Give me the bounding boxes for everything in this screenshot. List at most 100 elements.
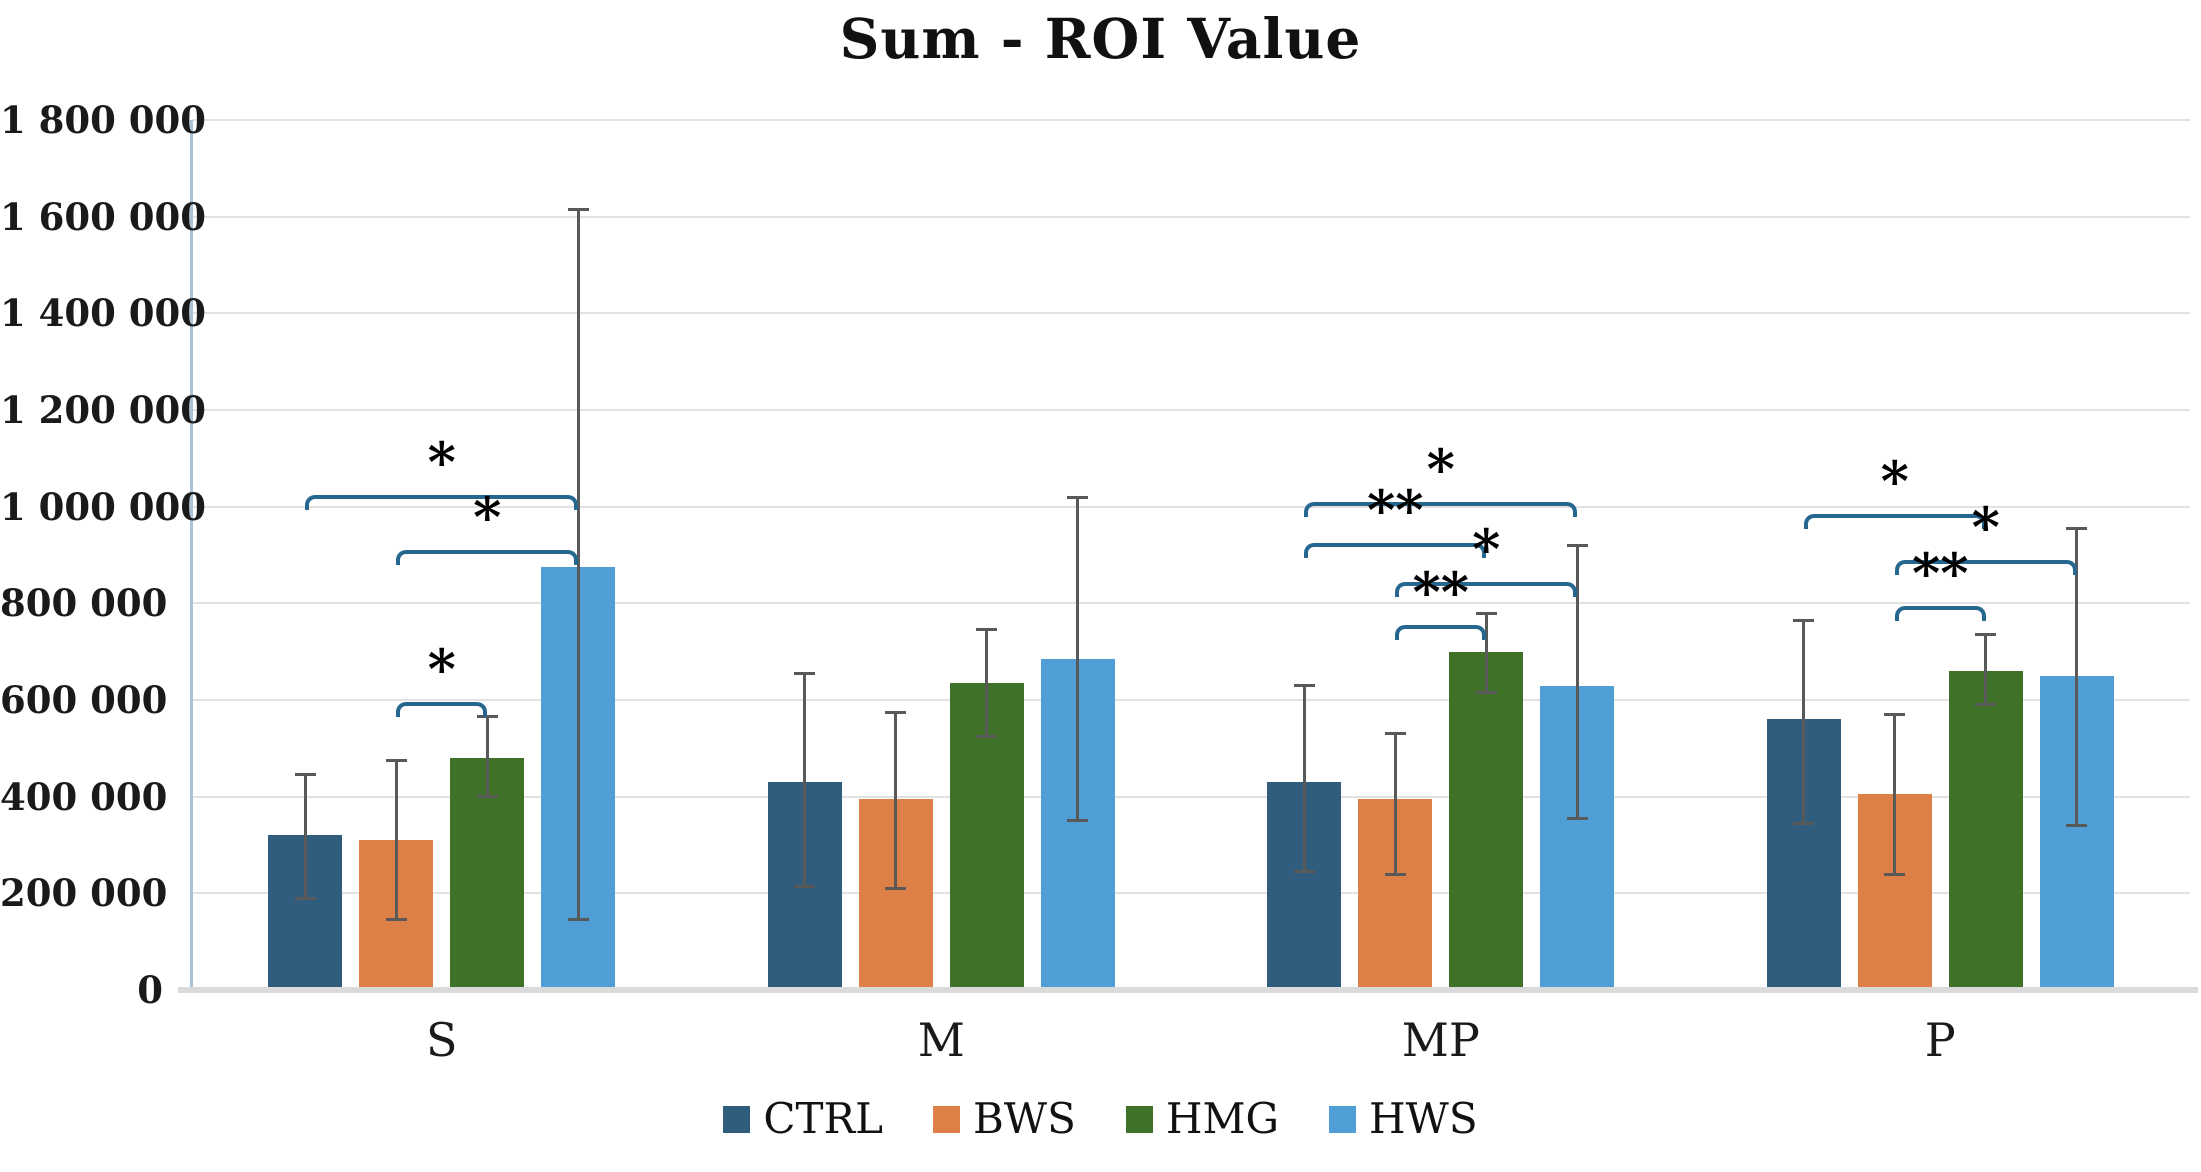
significance-asterisk: ** bbox=[1367, 477, 1424, 542]
significance-asterisk: * bbox=[1426, 436, 1455, 501]
error-bar-cap bbox=[2066, 526, 2088, 530]
y-axis-label: 400 000 bbox=[0, 774, 168, 819]
error-bar-cap bbox=[2066, 824, 2088, 828]
significance-asterisk: * bbox=[427, 637, 456, 702]
y-axis-label: 1 000 000 bbox=[0, 484, 206, 529]
error-bar-cap bbox=[1384, 732, 1406, 736]
error-bar-cap bbox=[1793, 821, 1815, 825]
error-bar-cap bbox=[1293, 870, 1315, 874]
error-bar bbox=[485, 716, 489, 797]
chart-title: Sum - ROI Value bbox=[839, 6, 1362, 71]
legend-item-ctrl: CTRL bbox=[723, 1098, 883, 1140]
y-axis-label: 1 400 000 bbox=[0, 291, 206, 336]
error-bar bbox=[576, 209, 580, 920]
significance-bracket bbox=[1894, 605, 1986, 621]
legend-label: CTRL bbox=[763, 1094, 884, 1143]
significance-bracket bbox=[1395, 581, 1578, 597]
significance-asterisk: * bbox=[427, 429, 456, 494]
error-bar-cap bbox=[976, 628, 998, 632]
error-bar-cap bbox=[1067, 819, 1089, 823]
gridline bbox=[192, 119, 2190, 121]
significance-asterisk: * bbox=[1971, 494, 2000, 559]
gridline bbox=[192, 699, 2190, 701]
y-axis-label: 200 000 bbox=[0, 871, 168, 916]
significance-asterisk: * bbox=[1880, 448, 1909, 513]
gridline bbox=[192, 602, 2190, 605]
error-bar-cap bbox=[1975, 703, 1997, 707]
error-bar-cap bbox=[567, 918, 589, 922]
legend-swatch-icon bbox=[933, 1105, 961, 1133]
error-bar-cap bbox=[1384, 872, 1406, 876]
legend: CTRL BWS HMG HWS bbox=[0, 1098, 2201, 1140]
error-bar bbox=[1802, 620, 1806, 824]
error-bar-cap bbox=[885, 887, 907, 890]
legend-swatch-icon bbox=[1329, 1105, 1357, 1133]
legend-item-bws: BWS bbox=[933, 1098, 1076, 1140]
gridline bbox=[192, 795, 2190, 798]
y-axis-label: 0 bbox=[137, 968, 163, 1012]
error-bar-cap bbox=[1884, 713, 1906, 716]
y-axis-label: 1 800 000 bbox=[0, 98, 206, 142]
error-bar bbox=[1484, 613, 1488, 693]
legend-label: HWS bbox=[1369, 1094, 1478, 1143]
bar-hmg-p bbox=[1948, 671, 2023, 990]
gridline bbox=[192, 312, 2190, 315]
significance-bracket bbox=[1894, 559, 2077, 575]
y-axis-label: 1 600 000 bbox=[0, 194, 206, 239]
gridline bbox=[192, 409, 2190, 411]
error-bar-cap bbox=[885, 710, 907, 714]
error-bar-cap bbox=[294, 896, 316, 900]
significance-asterisk: ** bbox=[1412, 560, 1469, 625]
bar-hmg-mp bbox=[1449, 651, 1524, 990]
error-bar bbox=[1076, 497, 1080, 821]
significance-bracket bbox=[396, 702, 488, 718]
significance-bracket bbox=[1803, 513, 1986, 529]
legend-swatch-icon bbox=[723, 1105, 751, 1133]
error-bar-cap bbox=[1475, 691, 1497, 695]
y-axis-label: 800 000 bbox=[0, 581, 168, 626]
x-axis-label-mp: MP bbox=[1401, 1013, 1480, 1067]
error-bar-cap bbox=[567, 207, 589, 211]
error-bar-cap bbox=[1293, 684, 1315, 687]
error-bar-cap bbox=[476, 715, 498, 719]
legend-label: HMG bbox=[1165, 1094, 1280, 1143]
plot-area: * * * * ** * ** * * ** bbox=[178, 119, 2198, 993]
error-bar-cap bbox=[294, 773, 316, 777]
significance-bracket bbox=[396, 550, 579, 566]
significance-bracket bbox=[1395, 625, 1487, 641]
error-bar bbox=[1302, 685, 1306, 872]
error-bar-cap bbox=[1884, 872, 1906, 876]
error-bar-cap bbox=[1067, 495, 1089, 499]
significance-asterisk: * bbox=[473, 485, 502, 550]
error-bar-cap bbox=[385, 918, 407, 922]
x-axis-label-s: S bbox=[425, 1013, 458, 1067]
legend-label: BWS bbox=[973, 1094, 1076, 1143]
legend-swatch-icon bbox=[1125, 1105, 1153, 1133]
error-bar bbox=[1393, 733, 1397, 874]
error-bar bbox=[303, 774, 307, 899]
error-bar-cap bbox=[1475, 611, 1497, 615]
significance-bracket bbox=[1304, 542, 1487, 558]
error-bar-cap bbox=[1793, 618, 1815, 622]
error-bar-cap bbox=[476, 795, 498, 799]
legend-item-hws: HWS bbox=[1329, 1098, 1478, 1140]
gridline bbox=[192, 892, 2190, 895]
error-bar bbox=[985, 629, 989, 737]
error-bar bbox=[394, 760, 398, 920]
error-bar bbox=[803, 673, 807, 887]
x-axis-line bbox=[178, 987, 2198, 993]
significance-bracket bbox=[305, 494, 579, 510]
x-axis-label-m: M bbox=[917, 1013, 965, 1067]
error-bar-cap bbox=[794, 671, 816, 675]
error-bar-cap bbox=[1566, 816, 1588, 820]
gridline bbox=[192, 215, 2190, 218]
y-axis-line bbox=[190, 120, 193, 990]
significance-asterisk: ** bbox=[1912, 540, 1969, 605]
error-bar bbox=[1984, 634, 1988, 705]
gridline bbox=[192, 505, 2190, 508]
y-axis-label: 1 200 000 bbox=[0, 388, 206, 432]
y-axis-label: 600 000 bbox=[0, 678, 168, 722]
significance-asterisk: * bbox=[1472, 516, 1501, 581]
error-bar-cap bbox=[1975, 633, 1997, 637]
